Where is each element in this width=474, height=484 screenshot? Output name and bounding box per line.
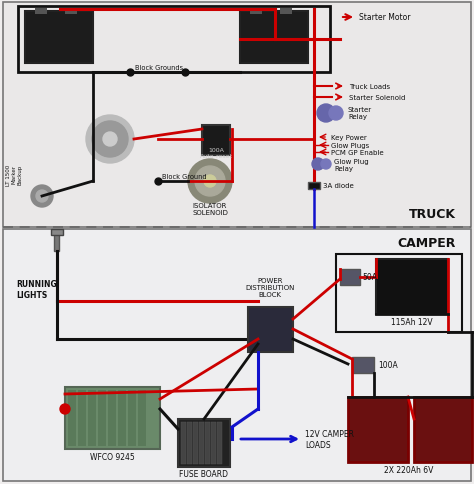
Text: Starter
Relay: Starter Relay	[348, 107, 372, 120]
Text: Block Grounds: Block Grounds	[135, 65, 183, 71]
Bar	[178, 419, 230, 467]
Circle shape	[317, 105, 335, 123]
Bar	[138, 390, 146, 446]
Text: Glow Plugs: Glow Plugs	[331, 143, 369, 149]
Bar	[181, 422, 186, 464]
Text: 115Ah 12V: 115Ah 12V	[391, 318, 433, 326]
Text: RUNNING
LIGHTS: RUNNING LIGHTS	[16, 280, 57, 299]
Text: Block Ground: Block Ground	[162, 174, 207, 180]
Bar	[211, 422, 216, 464]
Text: ISOLATOR
SOLENOID: ISOLATOR SOLENOID	[192, 203, 228, 215]
Text: CAMPER: CAMPER	[398, 237, 456, 249]
Bar	[250, 9, 262, 15]
Text: 100A
Auto-reset: 100A Auto-reset	[200, 148, 233, 158]
Bar	[376, 259, 448, 314]
Bar	[54, 233, 59, 252]
Circle shape	[312, 159, 324, 171]
Circle shape	[195, 166, 225, 197]
Bar	[205, 422, 210, 464]
Text: 2X 220Ah 6V: 2X 220Ah 6V	[384, 465, 434, 474]
Text: LT 1500
Marker
Backup: LT 1500 Marker Backup	[6, 164, 22, 185]
Bar	[25, 12, 93, 64]
Circle shape	[321, 160, 331, 170]
Text: POWER
DISTRIBUTION
BLOCK: POWER DISTRIBUTION BLOCK	[246, 277, 295, 297]
Text: Key Power: Key Power	[331, 135, 367, 141]
Bar	[248, 307, 293, 352]
Circle shape	[60, 404, 70, 414]
Circle shape	[86, 116, 134, 164]
Bar	[187, 422, 192, 464]
Circle shape	[329, 107, 343, 121]
Text: FUSE BOARD: FUSE BOARD	[180, 469, 228, 478]
Circle shape	[31, 186, 53, 208]
Circle shape	[103, 133, 117, 147]
Bar	[414, 397, 472, 462]
Circle shape	[188, 160, 232, 204]
Text: PCM GP Enable: PCM GP Enable	[331, 150, 383, 156]
Bar	[128, 390, 136, 446]
Bar	[340, 270, 360, 286]
Bar	[217, 422, 222, 464]
Bar	[35, 9, 47, 15]
Text: Starter Solenoid: Starter Solenoid	[349, 95, 405, 101]
Bar	[348, 397, 408, 462]
Text: 50A: 50A	[362, 273, 377, 282]
Bar	[78, 390, 86, 446]
Bar	[336, 255, 462, 333]
Bar	[199, 422, 204, 464]
Circle shape	[204, 176, 216, 188]
Bar	[280, 9, 292, 15]
Bar	[3, 229, 471, 481]
Text: 100A: 100A	[378, 361, 398, 370]
Text: Starter Motor: Starter Motor	[359, 14, 410, 22]
Bar	[68, 390, 76, 446]
Text: 12V CAMPER
LOADS: 12V CAMPER LOADS	[305, 429, 354, 449]
Text: Truck Loads: Truck Loads	[349, 84, 390, 90]
Bar	[352, 357, 374, 373]
Text: 3A diode: 3A diode	[323, 182, 354, 189]
Bar	[18, 7, 330, 73]
Circle shape	[92, 122, 128, 158]
Bar	[65, 387, 160, 449]
Bar	[202, 126, 230, 156]
Bar	[88, 390, 96, 446]
Bar	[51, 229, 63, 236]
Bar	[118, 390, 126, 446]
Bar	[65, 9, 77, 15]
Bar	[3, 3, 471, 227]
Text: WFCO 9245: WFCO 9245	[90, 452, 134, 461]
Bar	[308, 182, 320, 190]
Bar	[98, 390, 106, 446]
Circle shape	[36, 191, 48, 203]
Bar	[193, 422, 198, 464]
Bar	[240, 12, 308, 64]
Text: TRUCK: TRUCK	[409, 208, 456, 221]
Bar	[108, 390, 116, 446]
Text: Glow Plug
Relay: Glow Plug Relay	[334, 159, 369, 172]
